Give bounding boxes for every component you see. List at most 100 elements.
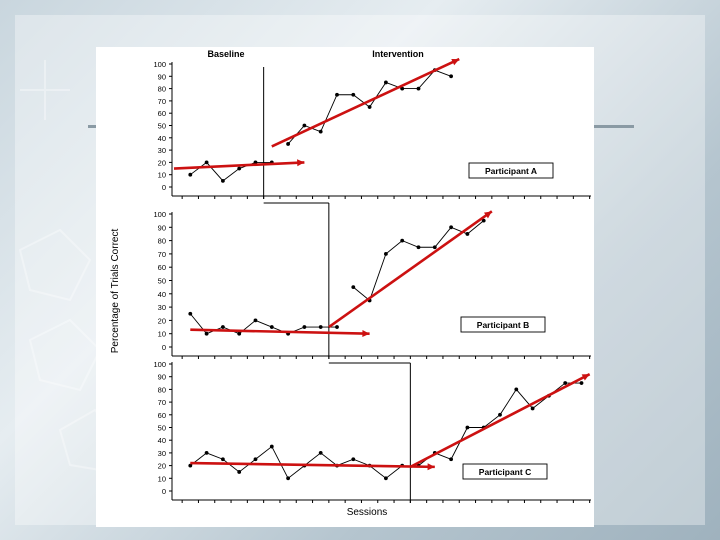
baseline-data-point xyxy=(253,160,258,165)
trend-intervention-arrow xyxy=(328,210,493,329)
intervention-series-line xyxy=(418,382,582,466)
baseline-data-point xyxy=(286,476,290,481)
y-tick-label: 10 xyxy=(158,171,166,180)
intervention-data-point xyxy=(400,86,405,91)
y-tick-label: 60 xyxy=(158,109,166,118)
baseline-data-point xyxy=(237,470,242,474)
intervention-data-point xyxy=(465,425,470,430)
intervention-data-point xyxy=(302,123,307,128)
intervention-data-point xyxy=(400,238,405,243)
baseline-data-point xyxy=(188,311,193,316)
trend-baseline-arrowhead xyxy=(297,159,305,167)
intervention-data-point xyxy=(514,387,519,392)
y-tick-label: 50 xyxy=(158,424,166,433)
x-axis-label: Sessions xyxy=(347,507,388,518)
y-tick-label: 20 xyxy=(158,462,166,471)
y-tick-label: 60 xyxy=(158,411,166,420)
y-tick-label: 100 xyxy=(153,60,166,69)
y-tick-label: 30 xyxy=(158,146,166,155)
participant-label-box xyxy=(462,463,548,480)
baseline-data-point xyxy=(384,476,388,481)
y-tick-label: 50 xyxy=(158,122,166,131)
baseline-data-point xyxy=(237,166,242,171)
y-tick-label: 90 xyxy=(158,373,166,382)
intervention-data-point xyxy=(498,412,502,417)
y-tick-label: 90 xyxy=(158,72,166,81)
y-tick-label: 70 xyxy=(158,398,166,407)
intervention-series-line xyxy=(353,220,484,302)
intervention-data-point xyxy=(432,245,437,250)
y-tick-label: 80 xyxy=(158,85,166,94)
title-rule-right xyxy=(592,125,634,128)
intervention-data-point xyxy=(465,232,470,236)
intervention-data-point xyxy=(384,80,388,85)
y-tick-label: 40 xyxy=(158,134,166,143)
trend-intervention-arrow xyxy=(409,373,591,469)
baseline-data-point xyxy=(253,318,258,323)
y-tick-label: 80 xyxy=(158,385,166,394)
intervention-data-point xyxy=(449,74,453,79)
title-rule-left xyxy=(88,125,100,128)
intervention-data-point xyxy=(335,92,339,97)
y-tick-label: 60 xyxy=(158,263,166,272)
baseline-data-point xyxy=(302,325,307,329)
y-tick-label: 70 xyxy=(158,250,166,259)
trend-intervention-arrowhead xyxy=(451,58,460,66)
phase-label-intervention: Intervention xyxy=(372,49,424,59)
baseline-data-point xyxy=(221,178,225,183)
trend-baseline-arrowhead xyxy=(362,330,370,338)
baseline-data-point xyxy=(188,463,193,468)
y-tick-label: 20 xyxy=(158,158,166,167)
trend-baseline-arrowhead xyxy=(427,463,435,471)
intervention-data-point xyxy=(351,92,356,97)
trend-baseline-arrow xyxy=(190,461,435,469)
baseline-data-point xyxy=(204,451,209,455)
participant-label: Participant C xyxy=(479,467,531,477)
baseline-data-point xyxy=(204,160,209,165)
baseline-series-line xyxy=(190,161,272,182)
baseline-data-point xyxy=(204,331,209,336)
y-tick-label: 80 xyxy=(158,237,166,246)
intervention-data-point xyxy=(286,142,290,146)
intervention-data-point xyxy=(416,245,421,250)
baseline-data-point xyxy=(221,325,225,329)
intervention-data-point xyxy=(416,86,421,91)
trend-intervention-arrowhead xyxy=(483,211,492,219)
y-tick-label: 40 xyxy=(158,436,166,445)
y-tick-label: 100 xyxy=(153,360,166,369)
baseline-data-point xyxy=(318,325,323,329)
y-tick-label: 30 xyxy=(158,303,166,312)
baseline-data-point xyxy=(237,331,242,336)
participant-label: Participant A xyxy=(485,166,537,176)
y-tick-label: 10 xyxy=(158,330,166,339)
baseline-data-point xyxy=(269,325,274,329)
intervention-data-point xyxy=(384,252,388,256)
baseline-data-point xyxy=(335,325,339,329)
trend-baseline-arrow xyxy=(190,328,370,335)
baseline-data-point xyxy=(221,457,225,462)
baseline-data-point xyxy=(318,451,323,455)
intervention-data-point xyxy=(449,225,453,230)
y-tick-label: 30 xyxy=(158,449,166,458)
y-tick-label: 90 xyxy=(158,223,166,232)
trend-baseline-arrow xyxy=(173,161,305,170)
y-tick-label: 70 xyxy=(158,97,166,106)
y-tick-label: 40 xyxy=(158,290,166,299)
participant-label: Participant B xyxy=(477,320,529,330)
multiple-baseline-chart: Baseline Intervention Percentage of Tria… xyxy=(96,47,594,527)
baseline-data-point xyxy=(269,444,274,449)
y-tick-label: 20 xyxy=(158,316,166,325)
baseline-data-point xyxy=(351,457,356,462)
intervention-data-point xyxy=(530,406,535,411)
y-tick-label: 10 xyxy=(158,474,166,483)
baseline-data-point xyxy=(188,172,193,177)
trend-intervention-arrowhead xyxy=(581,374,590,381)
intervention-data-point xyxy=(563,381,568,385)
trend-intervention-arrow xyxy=(271,57,460,148)
intervention-data-point xyxy=(579,381,584,385)
intervention-data-point xyxy=(318,129,323,134)
y-axis-label: Percentage of Trials Correct xyxy=(110,229,121,354)
y-tick-label: 0 xyxy=(162,487,166,496)
participant-label-box xyxy=(460,316,546,333)
participant-label-box xyxy=(468,162,554,179)
